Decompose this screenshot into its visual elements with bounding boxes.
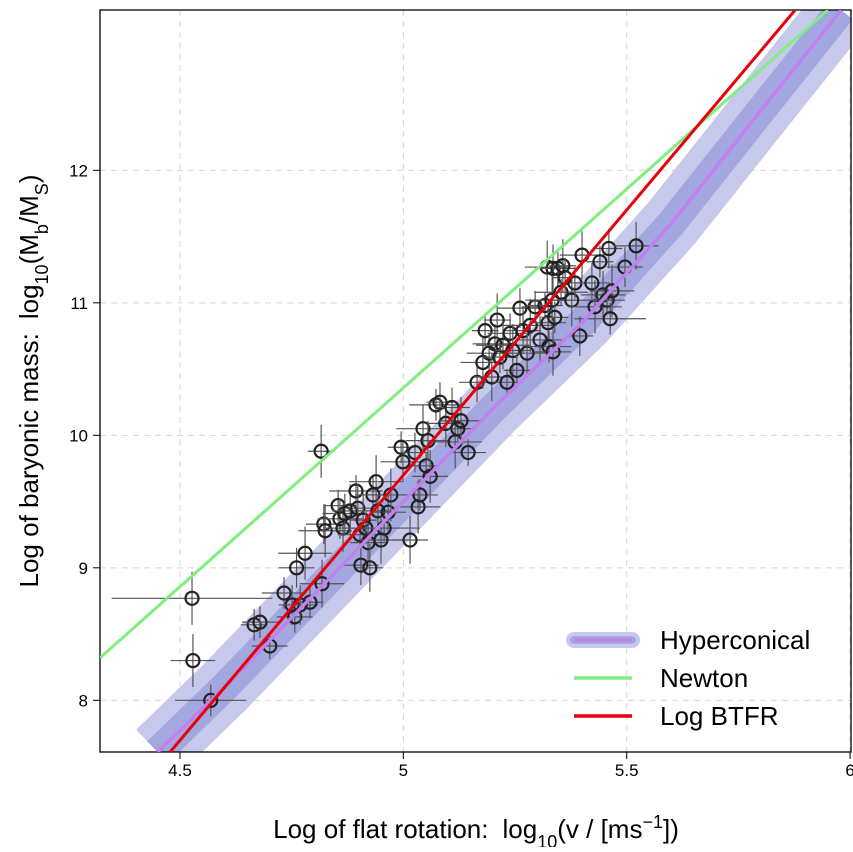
y-axis-title-part: 10: [32, 264, 52, 284]
data-point: [184, 590, 200, 606]
x-axis-title-part: log: [503, 814, 538, 844]
legend-label: Hyperconical: [660, 625, 810, 655]
x-axis-title-part: Log of flat rotation:: [273, 814, 488, 844]
data-point: [584, 275, 600, 291]
y-axis-title-part: Log of baryonic mass:: [14, 333, 44, 587]
data-point: [592, 254, 608, 270]
x-axis-title-part: (v / [ms: [557, 814, 642, 844]
data-point: [489, 312, 505, 328]
data-point: [572, 328, 588, 344]
data-point: [604, 283, 620, 299]
data-point: [460, 444, 476, 461]
x-axis-title-part: ]): [663, 814, 679, 844]
y-tick-label: 11: [70, 294, 88, 313]
y-tick-label: 10: [69, 426, 88, 445]
data-point: [297, 545, 313, 561]
line: [100, 10, 829, 660]
data-point: [512, 300, 528, 316]
y-axis-title: Log of baryonic mass: log10(Mb/MS): [14, 174, 52, 587]
plot-frame: [99, 9, 852, 753]
data-point: [203, 692, 219, 708]
x-tick-label: 6: [845, 761, 853, 780]
data-point: [547, 309, 563, 325]
x-tick-label: 5: [399, 761, 408, 780]
data-point: [314, 576, 330, 592]
data-point: [545, 344, 561, 360]
y-axis-title-part: (M: [14, 234, 44, 264]
data-point: [393, 439, 409, 455]
y-axis-title-part: S: [32, 183, 52, 195]
legend-label: Newton: [660, 663, 748, 693]
data-point: [348, 483, 364, 499]
data-point: [342, 503, 358, 519]
data-point: [317, 523, 333, 539]
data-point: [602, 311, 618, 327]
y-axis-title-part: log: [14, 284, 44, 319]
legend: Hyperconical Newton Log BTFR: [566, 625, 810, 731]
data-point: [422, 468, 438, 484]
legend-label: Log BTFR: [660, 701, 779, 731]
data-point: [412, 487, 428, 503]
data-point: [313, 443, 329, 459]
data-point: [395, 454, 411, 470]
data-point: [353, 557, 369, 573]
data-point: [276, 585, 292, 601]
data-point: [432, 394, 448, 410]
x-tick-label: 4.5: [168, 761, 192, 780]
y-axis-title-part: b: [32, 224, 52, 234]
data-point: [499, 374, 515, 390]
data-point: [477, 323, 493, 339]
y-axis-title-part: ): [14, 174, 44, 183]
data-point: [302, 594, 318, 610]
data-point: [368, 474, 384, 490]
y-tick-label: 8: [79, 691, 88, 710]
data-point: [287, 609, 303, 625]
data-point: [288, 560, 305, 576]
data-point: [350, 500, 366, 516]
data-point: [252, 614, 268, 630]
data-point: [355, 512, 371, 528]
data-point: [453, 413, 469, 429]
line: [168, 10, 797, 752]
data-point: [628, 238, 644, 254]
x-tick-label: 5.5: [615, 761, 639, 780]
center-lines: [100, 10, 843, 752]
data-point: [185, 652, 201, 669]
data-point: [450, 421, 466, 437]
y-tick-label: 12: [69, 161, 88, 180]
data-point: [402, 532, 418, 548]
x-axis-title-part: −1: [642, 812, 663, 832]
y-axis-title-part: /M: [14, 195, 44, 224]
data-point: [362, 560, 378, 576]
data-point: [522, 317, 538, 333]
data-point: [601, 240, 617, 257]
y-tick-label: 9: [79, 559, 88, 578]
line: [156, 10, 843, 752]
data-point: [509, 362, 525, 378]
x-axis-title-part: 10: [537, 832, 557, 847]
x-axis-title: Log of flat rotation: log10(v / [ms−1]): [273, 812, 679, 847]
axes: 4.5 5 5.5 6 8 9 10 11 12 Log of flat rotation: log…: [14, 161, 853, 852]
